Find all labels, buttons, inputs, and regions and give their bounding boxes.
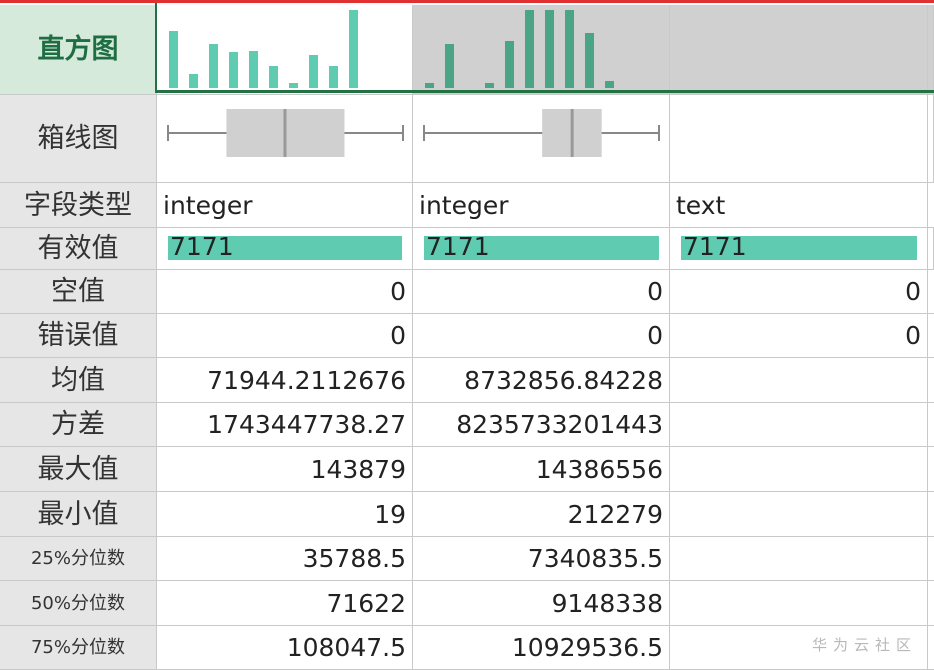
- value-cell: [928, 270, 934, 314]
- histogram-bar: [565, 10, 574, 88]
- histogram-bar: [189, 74, 198, 88]
- value-cell: [928, 447, 934, 492]
- valid-bar: 7171: [424, 234, 659, 260]
- valid-cell: [928, 228, 934, 270]
- value-cell: [670, 537, 928, 581]
- histogram-bar: [505, 41, 514, 88]
- histogram: [425, 10, 614, 88]
- histogram-bar: [269, 66, 278, 88]
- type-cell: text: [670, 183, 928, 228]
- histogram-bar: [445, 44, 454, 88]
- value-cell: 10929536.5: [413, 626, 670, 670]
- value-cell: [928, 403, 934, 447]
- row-header: 箱线图: [0, 95, 157, 183]
- value-cell: 8732856.84228: [413, 358, 670, 403]
- valid-cell: 7171: [157, 228, 413, 270]
- value-cell: [928, 537, 934, 581]
- histogram-bar: [309, 55, 318, 88]
- selection-border: [155, 3, 934, 93]
- value-cell: 143879: [157, 447, 413, 492]
- histogram-bar: [229, 52, 238, 88]
- type-cell: integer: [413, 183, 670, 228]
- histogram-bar: [525, 10, 534, 88]
- histogram-cell: [670, 5, 928, 95]
- value-cell: [670, 581, 928, 626]
- value-cell: [928, 492, 934, 537]
- value-cell: 14386556: [413, 447, 670, 492]
- row-header: 方差: [0, 403, 157, 447]
- histogram-cell: [157, 5, 413, 95]
- boxplot-cell: [413, 95, 670, 183]
- value-cell: [928, 314, 934, 358]
- row-header: 错误值: [0, 314, 157, 358]
- value-cell: 71622: [157, 581, 413, 626]
- row-header: 50%分位数: [0, 581, 157, 626]
- row-header: 有效值: [0, 228, 157, 270]
- boxplot: [167, 109, 404, 157]
- value-cell: 212279: [413, 492, 670, 537]
- row-header: 25%分位数: [0, 537, 157, 581]
- histogram-bar: [169, 31, 178, 88]
- boxplot-cell: [157, 95, 413, 183]
- row-header: 均值: [0, 358, 157, 403]
- boxplot: [423, 109, 660, 157]
- value-cell: 0: [413, 314, 670, 358]
- valid-bar: 7171: [168, 234, 402, 260]
- histogram-bar: [329, 66, 338, 88]
- valid-cell: 7171: [413, 228, 670, 270]
- histogram-bar: [349, 10, 358, 88]
- histogram-bar: [249, 51, 258, 88]
- top-border: [0, 0, 934, 3]
- value-cell: [670, 447, 928, 492]
- histogram-bar: [485, 83, 494, 88]
- value-cell: 0: [157, 270, 413, 314]
- row-header: 字段类型: [0, 183, 157, 228]
- type-cell: integer: [157, 183, 413, 228]
- histogram-bar: [605, 81, 614, 88]
- value-cell: 108047.5: [157, 626, 413, 670]
- value-cell: 0: [670, 314, 928, 358]
- valid-bar: 7171: [681, 234, 917, 260]
- value-cell: 1743447738.27: [157, 403, 413, 447]
- boxplot-cell: [928, 95, 934, 183]
- row-header: 75%分位数: [0, 626, 157, 670]
- histogram: [169, 10, 358, 88]
- value-cell: [670, 358, 928, 403]
- row-header: 空值: [0, 270, 157, 314]
- value-cell: [928, 626, 934, 670]
- value-cell: 7340835.5: [413, 537, 670, 581]
- value-cell: 8235733201443: [413, 403, 670, 447]
- value-cell: 0: [670, 270, 928, 314]
- row-header: 最小值: [0, 492, 157, 537]
- value-cell: 9148338: [413, 581, 670, 626]
- valid-cell: 7171: [670, 228, 928, 270]
- boxplot-cell: [670, 95, 928, 183]
- type-cell: [928, 183, 934, 228]
- value-cell: [670, 492, 928, 537]
- row-header: 直方图: [0, 5, 157, 95]
- histogram-bar: [209, 44, 218, 88]
- value-cell: [928, 581, 934, 626]
- value-cell: [670, 403, 928, 447]
- value-cell: 19: [157, 492, 413, 537]
- value-cell: 0: [157, 314, 413, 358]
- histogram-cell: [413, 5, 670, 95]
- value-cell: [928, 358, 934, 403]
- watermark: 华为云社区: [812, 636, 918, 654]
- histogram-bar: [425, 83, 434, 88]
- row-header: 最大值: [0, 447, 157, 492]
- histogram-bar: [585, 33, 594, 88]
- value-cell: 71944.2112676: [157, 358, 413, 403]
- value-cell: 0: [413, 270, 670, 314]
- value-cell: 35788.5: [157, 537, 413, 581]
- histogram-bar: [545, 10, 554, 88]
- histogram-bar: [289, 83, 298, 88]
